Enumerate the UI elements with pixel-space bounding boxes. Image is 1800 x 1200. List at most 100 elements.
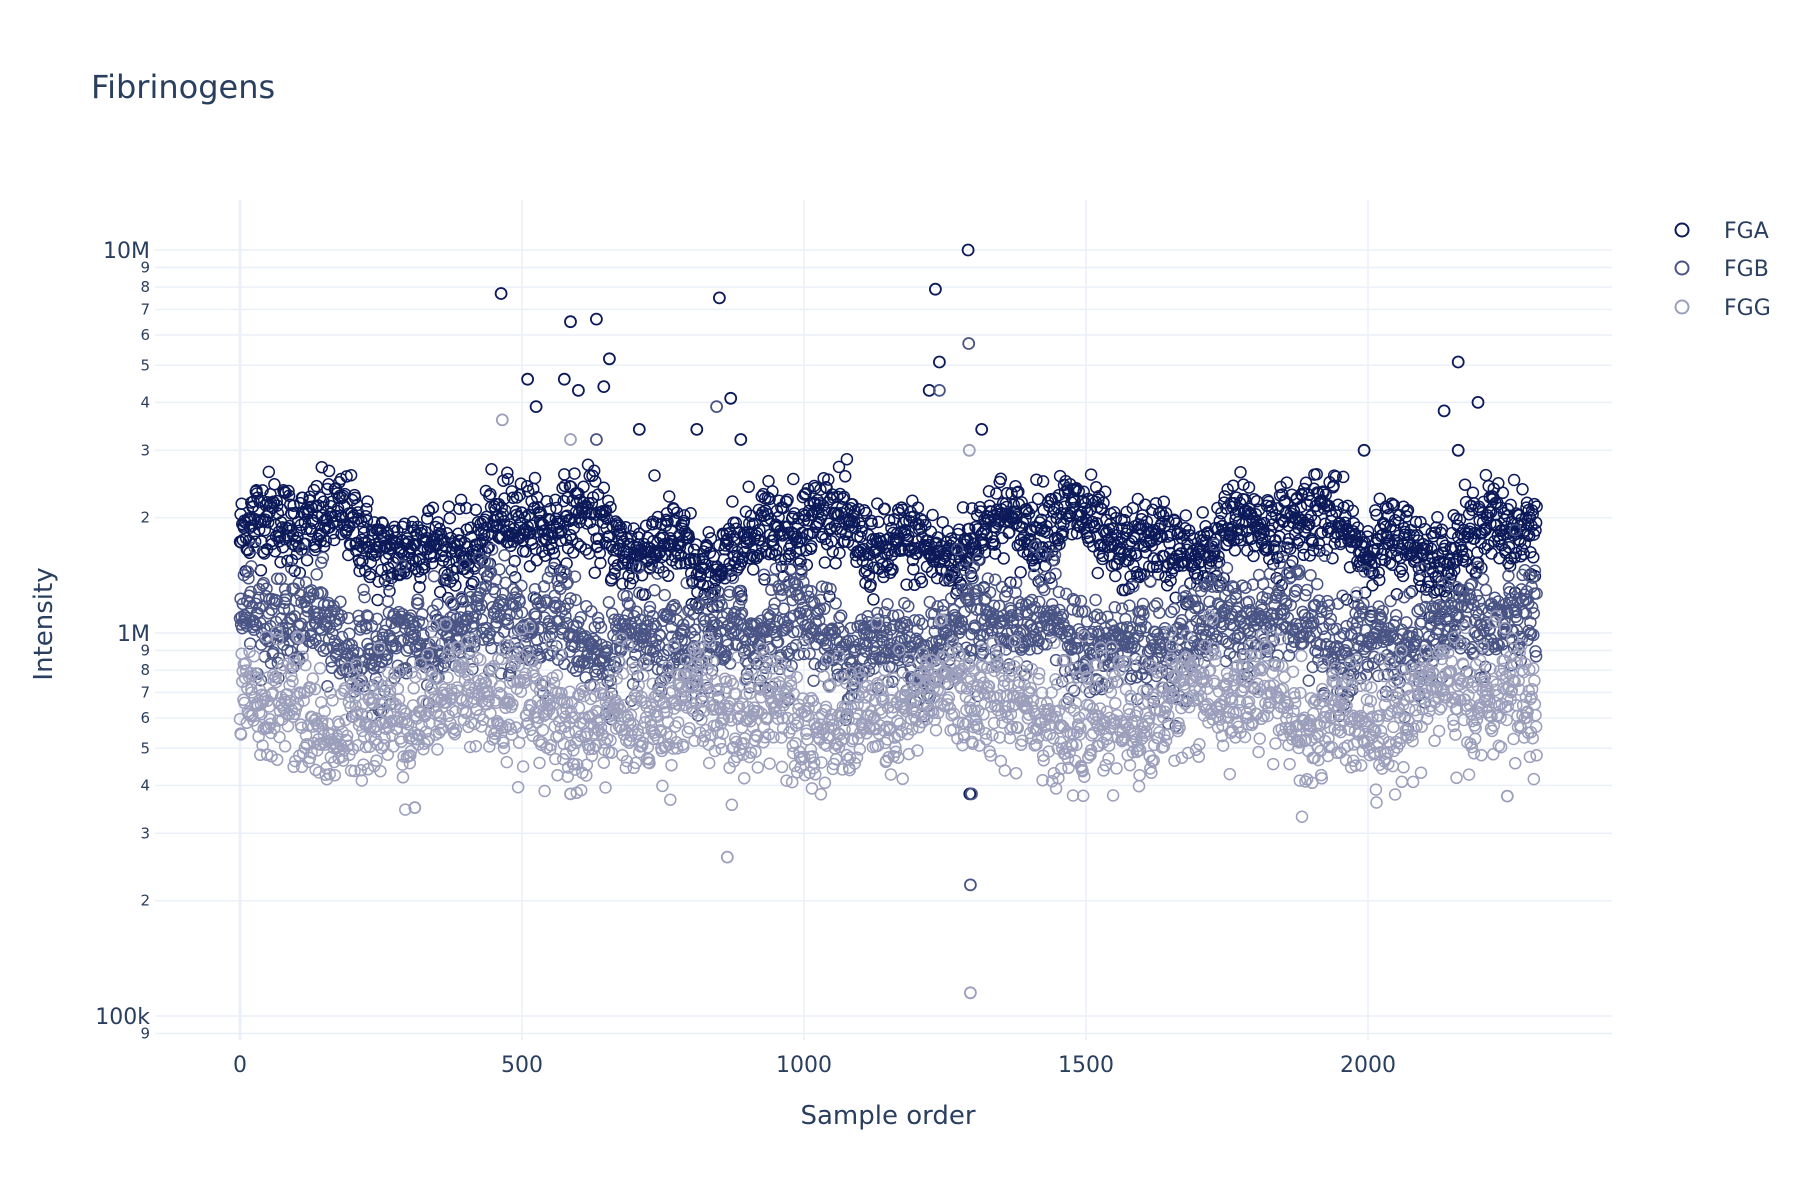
data-point: [389, 531, 402, 544]
data-point: [554, 534, 567, 547]
data-point: [546, 541, 560, 555]
data-point: [333, 489, 347, 503]
data-point: [761, 491, 775, 504]
data-point: [540, 494, 554, 508]
data-point: [839, 528, 852, 541]
data-point: [840, 452, 854, 466]
data-point: [508, 570, 522, 584]
data-point: [426, 501, 440, 514]
data-point: [700, 540, 714, 553]
data-point: [364, 567, 377, 581]
data-point: [825, 535, 838, 548]
data-point: [261, 516, 275, 529]
data-point: [256, 484, 269, 497]
data-point: [557, 494, 570, 508]
data-point: [361, 495, 374, 508]
data-point: [564, 480, 578, 494]
data-point: [735, 590, 748, 603]
data-point: [344, 468, 358, 482]
data-point: [669, 515, 682, 528]
data-point: [783, 547, 797, 561]
data-point: [420, 512, 434, 525]
data-point: [662, 490, 676, 503]
data-point: [748, 517, 762, 530]
data-point: [477, 528, 491, 542]
data-point: [744, 509, 758, 523]
data-point: [701, 580, 715, 593]
data-point: [793, 535, 806, 548]
data-point: [750, 526, 764, 540]
data-point: [556, 481, 569, 495]
data-point: [660, 513, 673, 527]
data-point: [696, 578, 710, 592]
data-point: [591, 539, 604, 553]
data-point: [485, 463, 498, 476]
data-point: [678, 509, 691, 522]
data-point: [506, 491, 520, 505]
data-point: [702, 525, 715, 539]
data-point: [304, 500, 318, 514]
data-point: [354, 539, 367, 553]
data-point: [433, 585, 447, 599]
data-point: [830, 522, 843, 536]
data-point: [833, 546, 846, 560]
data-point: [360, 514, 374, 527]
data-point: [413, 580, 426, 594]
data-point: [503, 518, 517, 531]
data-point: [501, 466, 514, 480]
data-point: [781, 493, 794, 506]
data-point: [498, 492, 511, 505]
data-point: [322, 464, 336, 478]
data-point: [307, 516, 320, 530]
data-point: [495, 501, 508, 514]
data-point: [589, 475, 602, 488]
data-point: [588, 566, 602, 579]
data-point: [604, 500, 617, 514]
data-point: [520, 479, 534, 493]
data-point: [758, 573, 771, 586]
data-point: [398, 517, 411, 530]
data-point: [558, 479, 572, 493]
scatter-points: [233, 243, 1543, 1000]
data-point: [501, 472, 515, 486]
data-point: [443, 511, 457, 525]
data-point: [597, 481, 611, 495]
data-point: [478, 513, 492, 526]
data-point: [602, 494, 615, 508]
data-point: [594, 556, 607, 570]
series-fga: [233, 243, 1543, 801]
data-point: [837, 490, 851, 504]
data-point: [703, 546, 717, 559]
data-point: [469, 503, 483, 517]
data-point: [661, 515, 674, 528]
data-point: [688, 553, 702, 566]
data-point: [449, 579, 462, 592]
data-point: [774, 553, 788, 566]
data-point: [838, 470, 852, 483]
data-point: [315, 460, 329, 474]
data-point: [248, 535, 262, 549]
data-point: [364, 555, 378, 569]
data-point: [579, 543, 592, 556]
data-point: [357, 521, 370, 534]
data-point: [348, 491, 362, 505]
data-point: [316, 501, 330, 514]
data-point: [577, 480, 590, 494]
data-point: [763, 492, 776, 506]
data-point: [673, 541, 687, 554]
data-point: [593, 546, 607, 560]
data-point: [719, 539, 732, 552]
data-point: [612, 519, 626, 532]
data-point: [670, 506, 684, 519]
data-point: [510, 491, 524, 504]
data-point: [766, 485, 779, 498]
data-point: [831, 490, 844, 503]
data-point: [598, 509, 611, 523]
data-point: [550, 501, 563, 515]
data-point: [696, 552, 709, 566]
data-point: [684, 507, 697, 520]
data-point: [431, 516, 445, 529]
data-point: [508, 554, 521, 568]
data-point: [268, 544, 282, 558]
